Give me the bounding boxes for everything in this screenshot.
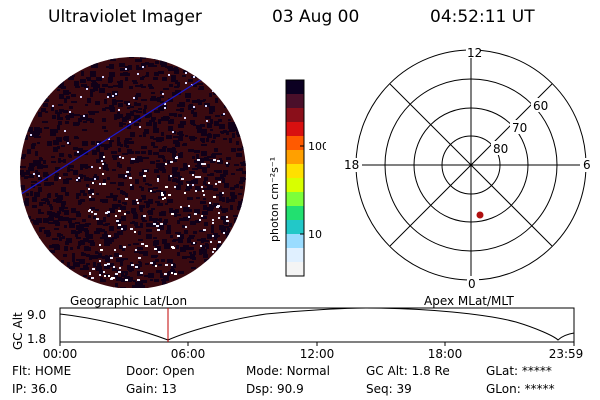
status-glat: GLat: ***** xyxy=(486,364,552,378)
polar-label-18: 18 xyxy=(344,158,359,172)
status-gain: Gain: 13 xyxy=(126,382,177,396)
polar-label-70: 70 xyxy=(512,121,527,135)
polar-label-6: 6 xyxy=(583,158,591,172)
time-label: 04:52:11 UT xyxy=(430,7,535,27)
status-dsp: Dsp: 90.9 xyxy=(246,382,304,396)
status-door: Door: Open xyxy=(126,364,195,378)
geographic-title: Geographic Lat/Lon xyxy=(70,294,188,308)
status-glon: GLon: ***** xyxy=(486,382,555,396)
status-gc-alt: GC Alt: 1.8 Re xyxy=(366,364,450,378)
status-seq: Seq: 39 xyxy=(366,382,412,396)
uv-disk-image xyxy=(20,57,246,288)
status-ip: IP: 36.0 xyxy=(12,382,58,396)
timeline-ylabel: GC Alt xyxy=(11,312,25,350)
xtick-1200: 12:00 xyxy=(300,347,335,361)
date-label: 03 Aug 00 xyxy=(272,7,360,27)
polar-label-60: 60 xyxy=(533,99,548,113)
ytick-1-8: 1.8 xyxy=(27,332,46,346)
polar-plot: 12 18 6 0 60 70 80 xyxy=(342,48,594,290)
apex-title: Apex MLat/MLT xyxy=(424,294,514,308)
ytick-9: 9.0 xyxy=(27,308,46,322)
xtick-1800: 18:00 xyxy=(428,347,463,361)
xtick-0600: 06:00 xyxy=(171,347,206,361)
colorbar-tick-100: 100 xyxy=(308,140,326,153)
polar-label-80: 80 xyxy=(493,142,508,156)
position-marker xyxy=(476,211,484,219)
status-mode: Mode: Normal xyxy=(246,364,330,378)
status-flt: Flt: HOME xyxy=(12,364,72,378)
xtick-0000: 00:00 xyxy=(43,347,78,361)
colorbar-tick-10: 10 xyxy=(308,228,322,241)
instrument-title: Ultraviolet Imager xyxy=(48,7,202,27)
altitude-timeline: GC Alt 9.0 1.8 00:00 06:00 12:00 18:00 2… xyxy=(11,307,584,361)
polar-label-12: 12 xyxy=(467,48,482,60)
colorbar: 100 10 photon cm⁻²s⁻¹ xyxy=(268,79,326,277)
xtick-2359: 23:59 xyxy=(549,347,584,361)
colorbar-label: photon cm⁻²s⁻¹ xyxy=(268,157,281,242)
polar-label-0: 0 xyxy=(468,277,476,290)
